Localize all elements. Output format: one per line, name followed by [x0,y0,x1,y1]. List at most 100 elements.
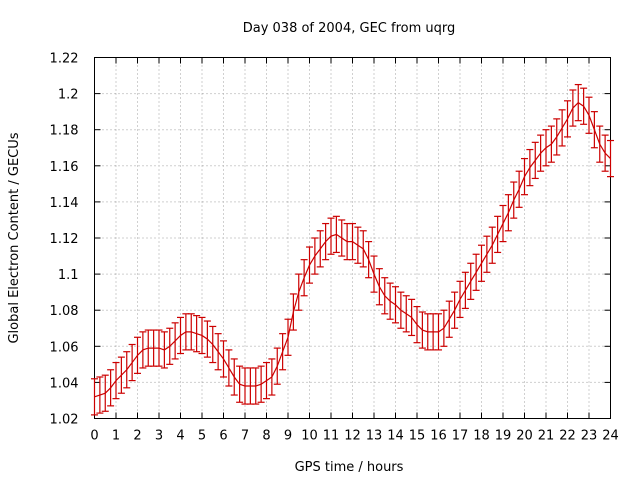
x-tick-label: 10 [301,429,318,444]
x-tick-label: 23 [581,429,598,444]
x-tick-label: 19 [495,429,512,444]
y-tick-label: 1.2 [58,88,79,103]
error-bar-point [96,376,104,414]
error-bar-point [203,320,211,358]
error-bar-point [370,255,378,293]
x-tick-label: 13 [366,429,383,444]
error-bar-point [504,194,512,232]
error-bar-point [134,336,141,374]
chart-title: Day 038 of 2004, GEC from uqrg [243,21,456,36]
y-axis-ticks: 1.02 1.04 1.06 1.08 1.1 1.12 1.14 1.16 1.18 1.2 1.… [50,52,611,428]
y-tick-label: 1.08 [50,304,79,319]
series-gec [91,83,614,416]
error-bar-point [263,361,270,400]
error-bar-point [128,343,136,382]
x-tick-label: 18 [473,429,490,444]
x-tick-label: 8 [262,429,270,444]
error-bar-point [553,118,561,156]
x-tick-label: 14 [387,429,404,444]
error-bar-point [177,316,184,355]
error-bar-point [107,369,115,407]
error-bar-point [289,293,297,331]
error-bar-point [526,148,534,187]
y-tick-label: 1.18 [50,124,79,139]
error-bar-point [225,349,233,387]
error-bar-point [236,365,244,403]
y-tick-label: 1.1 [58,268,79,283]
error-bar-point [160,331,168,369]
y-tick-label: 1.02 [50,413,79,428]
error-bar-point [198,316,206,355]
error-bar-point [112,361,120,400]
error-bar-point [558,109,566,147]
error-bar-point [472,253,480,291]
error-bar-point [359,230,367,268]
error-bar-point [123,351,131,389]
error-bar-point [478,244,485,282]
error-bar-point [510,181,518,219]
error-bar-point [445,300,453,338]
error-bar-point [311,237,319,275]
error-bar-point [451,291,459,329]
y-tick-label: 1.06 [50,340,79,355]
error-bar-point [418,311,426,349]
x-tick-label: 4 [176,429,184,444]
error-bar-point [494,215,502,254]
y-tick-label: 1.04 [50,376,79,391]
y-axis-label: Global Electron Content / GECUs [7,132,22,343]
error-bar-point [488,226,496,264]
error-bar-point [408,298,416,337]
error-bar-point [171,322,179,360]
error-bar-point [257,365,265,403]
error-bar-point [601,134,609,172]
error-bar-point [515,170,523,208]
error-bar-point [590,111,598,149]
x-tick-label: 3 [155,429,163,444]
error-bar-point [521,157,528,196]
error-bar-point [569,89,577,127]
error-bar-point [547,125,555,163]
error-bar-point [187,313,195,351]
x-tick-label: 15 [409,429,426,444]
error-bar-point [316,230,324,268]
error-bar-point [214,333,222,371]
error-bar-point [155,329,163,367]
error-bar-point [413,305,421,344]
error-bar-point [193,315,201,353]
error-bar-point [580,87,588,125]
x-tick-label: 12 [344,429,361,444]
x-tick-label: 21 [538,429,555,444]
error-bar-point [402,295,410,333]
error-bar-point [483,235,491,273]
error-bar-point [607,139,614,178]
error-bar-point [284,318,292,356]
error-bar-point [392,286,399,324]
x-tick-label: 5 [198,429,206,444]
error-bar-point [220,340,227,378]
x-tick-label: 24 [602,429,619,444]
x-axis-label: GPS time / hours [295,460,404,475]
x-tick-label: 7 [241,429,249,444]
x-tick-label: 11 [323,429,340,444]
error-bar-point [461,271,469,309]
error-bar-point [542,129,550,167]
y-tick-label: 1.12 [50,232,79,247]
error-bar-point [537,134,545,172]
grid [94,57,611,419]
error-bar-point [101,374,109,412]
error-bar-point [435,313,442,351]
x-tick-label: 20 [516,429,533,444]
error-bar-point [322,222,330,261]
x-tick-label: 16 [430,429,447,444]
error-bar-point [596,125,604,163]
y-tick-label: 1.16 [50,160,79,175]
error-bar-point [279,333,287,371]
error-bar-point [327,217,335,255]
x-tick-label: 0 [90,429,98,444]
error-bar-point [268,358,276,396]
error-bar-point [139,331,147,369]
error-bar-point [332,215,340,254]
error-bar-point [381,277,389,315]
error-bar-point [531,141,539,180]
x-tick-label: 22 [559,429,576,444]
